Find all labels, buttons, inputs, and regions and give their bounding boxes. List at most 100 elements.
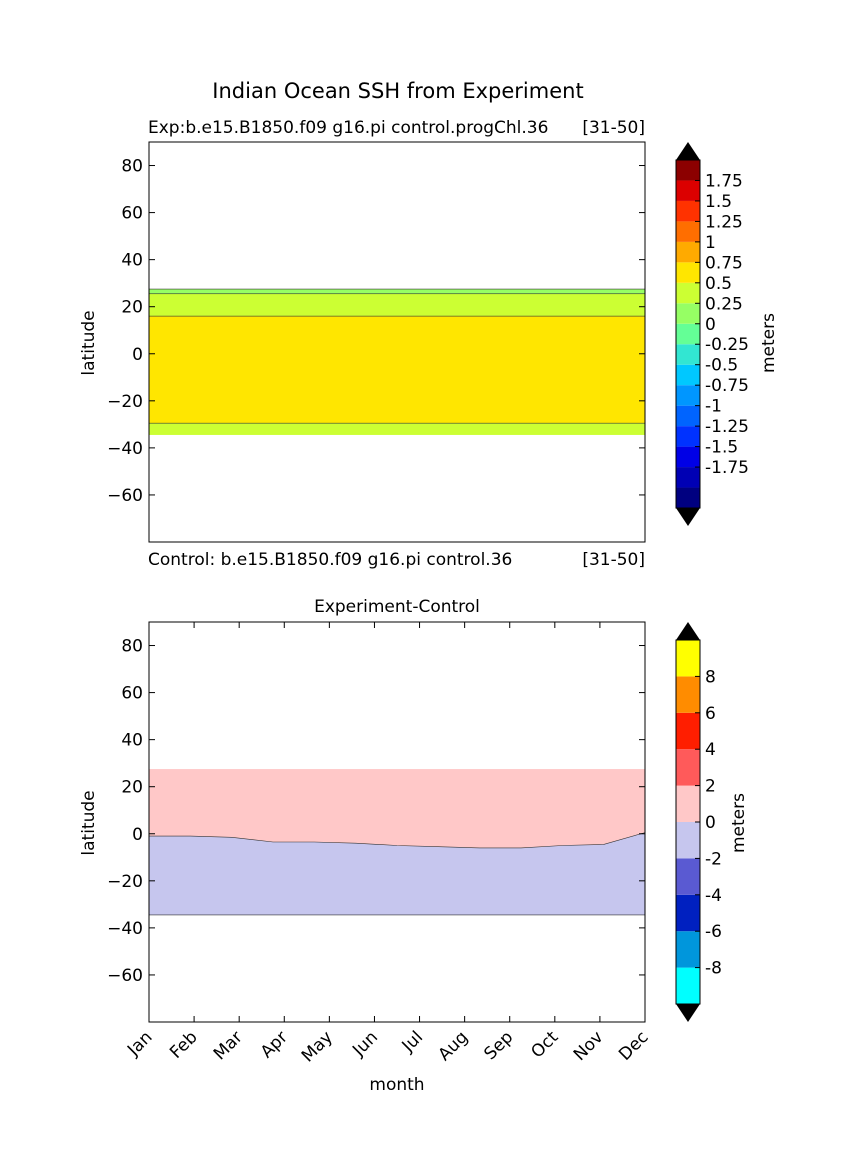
colorbar-tick-label: 1.25 bbox=[705, 212, 743, 232]
colorbar-tick-label: 0 bbox=[705, 813, 716, 833]
colorbar-segment bbox=[676, 323, 700, 345]
colorbar-segment bbox=[676, 749, 700, 786]
colorbar-tick-label: -0.25 bbox=[705, 335, 749, 355]
colorbar-segment bbox=[676, 180, 700, 201]
y-tick-label: 40 bbox=[121, 251, 143, 271]
figure-title: Indian Ocean SSH from Experiment bbox=[212, 79, 583, 103]
bottom-ylabel: latitude bbox=[79, 790, 99, 855]
colorbar-segment bbox=[676, 303, 700, 324]
colorbar-segment bbox=[676, 385, 700, 406]
colorbar-segment bbox=[676, 822, 700, 859]
colorbar-segment bbox=[676, 446, 700, 468]
x-tick-label: Oct bbox=[527, 1027, 562, 1062]
y-tick-label: 80 bbox=[121, 157, 143, 177]
colorbar-tick-label: 0 bbox=[705, 315, 716, 335]
colorbar-tick-label: 1.75 bbox=[705, 171, 743, 191]
y-tick-label: −40 bbox=[107, 439, 143, 459]
y-tick-label: 20 bbox=[121, 778, 143, 798]
top-colorbar-label: meters bbox=[759, 313, 779, 373]
y-tick-label: 80 bbox=[121, 637, 143, 657]
colorbar-frame bbox=[675, 159, 701, 509]
colorbar-segment bbox=[676, 894, 700, 932]
colorbar-tick-label: 2 bbox=[705, 777, 716, 797]
colorbar-tick-label: -8 bbox=[705, 959, 722, 979]
top-contour-fields bbox=[148, 288, 646, 435]
colorbar-tick-label: -0.75 bbox=[705, 376, 749, 396]
x-tick-label: Sep bbox=[480, 1027, 517, 1064]
x-tick-label: Jun bbox=[348, 1027, 382, 1061]
y-tick-label: −60 bbox=[107, 966, 143, 986]
top-footer-right: [31-50] bbox=[582, 550, 645, 570]
y-tick-label: 20 bbox=[121, 298, 143, 318]
top-title-left: Exp:b.e15.B1850.f09 g16.pi control.progC… bbox=[148, 118, 548, 138]
x-tick-label: Apr bbox=[257, 1027, 292, 1062]
top-plot-frame bbox=[148, 141, 646, 543]
y-tick-label: 60 bbox=[121, 204, 143, 224]
colorbar-segment bbox=[676, 344, 700, 365]
bottom-title: Experiment-Control bbox=[314, 597, 480, 617]
x-tick-label: Mar bbox=[210, 1027, 247, 1064]
colorbar-tick-label: 0.25 bbox=[705, 294, 743, 314]
colorbar-tick-label: 8 bbox=[705, 667, 716, 687]
x-tick-label: Feb bbox=[166, 1027, 201, 1062]
colorbar-segment bbox=[676, 282, 700, 304]
colorbar-segment bbox=[676, 221, 700, 242]
y-tick-label: −20 bbox=[107, 872, 143, 892]
colorbar-tick-label: 6 bbox=[705, 704, 716, 724]
colorbar-segment bbox=[676, 858, 700, 895]
colorbar-segment bbox=[676, 160, 700, 181]
bottom-plot-frame bbox=[148, 621, 646, 1023]
y-tick-label: 40 bbox=[121, 731, 143, 751]
x-tick-label: May bbox=[298, 1027, 337, 1066]
x-tick-label: Aug bbox=[435, 1027, 473, 1065]
colorbar-tick-label: 1.5 bbox=[705, 192, 732, 212]
colorbar-segment bbox=[676, 200, 700, 222]
colorbar-tick-label: -2 bbox=[705, 849, 722, 869]
colorbar-extend-low bbox=[676, 1004, 700, 1022]
top-panel: Exp:b.e15.B1850.f09 g16.pi control.progC… bbox=[79, 118, 779, 570]
bottom-y-ticks: 80 60 40 20 0 −20 −40 −60 bbox=[107, 637, 645, 986]
colorbar-segment bbox=[676, 712, 700, 750]
top-footer-left: Control: b.e15.B1850.f09 g16.pi control.… bbox=[148, 550, 512, 570]
bottom-colorbar: 8 6 4 2 0 -2 -4 -6 -8 bbox=[675, 622, 722, 1022]
top-colorbar: 1.751.51.2510.750.50.250-0.25-0.5-0.75-1… bbox=[675, 142, 749, 526]
colorbar-tick-label: 0.75 bbox=[705, 253, 743, 273]
colorbar-segment bbox=[676, 931, 700, 968]
contour-region bbox=[148, 315, 646, 424]
colorbar-tick-label: -1.25 bbox=[705, 417, 749, 437]
colorbar-segment bbox=[676, 785, 700, 822]
colorbar-tick-label: -6 bbox=[705, 922, 722, 942]
colorbar-tick-label: -4 bbox=[705, 886, 722, 906]
x-tick-label: Nov bbox=[570, 1027, 608, 1065]
colorbar-segment bbox=[676, 640, 700, 677]
colorbar-extend-high bbox=[676, 622, 700, 640]
bottom-colorbar-label: meters bbox=[729, 793, 749, 853]
colorbar-segment bbox=[676, 426, 700, 447]
bottom-contour-fields bbox=[148, 769, 646, 916]
y-tick-label: 60 bbox=[121, 684, 143, 704]
x-tick-label: Dec bbox=[615, 1027, 652, 1064]
colorbar-tick-label: 4 bbox=[705, 740, 716, 760]
colorbar-segment bbox=[676, 241, 700, 263]
top-y-ticks: 80 60 40 20 0 −20 −40 −60 bbox=[107, 157, 645, 506]
x-tick-label: Jul bbox=[398, 1027, 427, 1056]
colorbar-segment bbox=[676, 405, 700, 427]
y-tick-label: −60 bbox=[107, 486, 143, 506]
top-title-right: [31-50] bbox=[582, 118, 645, 138]
colorbar-segment bbox=[676, 467, 700, 488]
colorbar-segment bbox=[676, 487, 700, 508]
y-tick-label: −20 bbox=[107, 392, 143, 412]
colorbar-tick-label: 1 bbox=[705, 233, 716, 253]
colorbar-extend-high bbox=[676, 142, 700, 160]
bottom-xlabel: month bbox=[369, 1075, 424, 1095]
y-tick-label: 0 bbox=[132, 345, 143, 365]
x-tick-label: Jan bbox=[123, 1027, 156, 1060]
y-tick-label: 0 bbox=[132, 825, 143, 845]
colorbar-segment bbox=[676, 967, 700, 1004]
y-tick-label: −40 bbox=[107, 919, 143, 939]
top-ylabel: latitude bbox=[79, 310, 99, 375]
colorbar-segment bbox=[676, 262, 700, 283]
colorbar-segment bbox=[676, 364, 700, 386]
